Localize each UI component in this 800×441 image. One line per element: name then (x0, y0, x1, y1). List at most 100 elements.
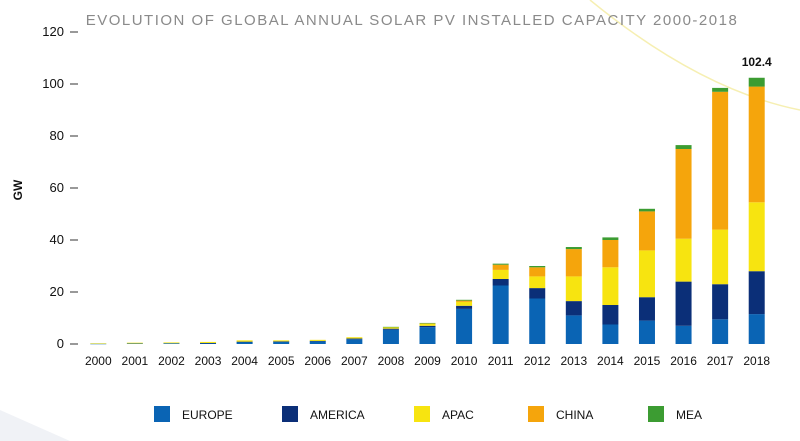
legend-swatch (154, 406, 170, 422)
y-axis: 0 20 40 60 80 100 120 (42, 24, 78, 351)
x-tick-label: 2017 (707, 354, 734, 368)
decorative-wedge (0, 410, 70, 441)
bar-america-2007 (346, 338, 363, 340)
bar-apac-2005 (273, 340, 290, 342)
bar-europe-2002 (163, 343, 180, 344)
bar-europe-2012 (529, 298, 546, 344)
bar-apac-2016 (675, 238, 692, 282)
legend-swatch (282, 406, 298, 422)
bar-apac-2001 (126, 342, 143, 344)
bar-mea-2016 (675, 145, 692, 149)
bar-america-2015 (638, 297, 655, 321)
bar-mea-2012 (529, 266, 546, 268)
bar-mea-2013 (565, 247, 582, 250)
legend-label: AMERICA (310, 408, 365, 422)
bar-apac-2009 (419, 323, 436, 326)
bars (90, 77, 765, 345)
legend-item-china: CHINA (528, 406, 593, 422)
bar-america-2011 (492, 279, 509, 286)
x-tick-label: 2000 (85, 354, 112, 368)
bar-apac-2015 (638, 250, 655, 298)
bar-america-2014 (602, 305, 619, 325)
bar-china-2018 (748, 86, 765, 203)
legend-swatch (648, 406, 664, 422)
bar-mea-2015 (638, 208, 655, 212)
bar-apac-2018 (748, 202, 765, 272)
bar-europe-2000 (90, 343, 107, 345)
bar-europe-2009 (419, 327, 436, 344)
bar-mea-2008 (382, 326, 399, 328)
x-tick-label: 2013 (560, 354, 587, 368)
x-tick-label: 2007 (341, 354, 368, 368)
x-tick-label: 2008 (378, 354, 405, 368)
bar-china-2012 (529, 267, 546, 277)
bar-apac-2004 (236, 340, 253, 342)
bar-america-2017 (712, 284, 729, 320)
x-tick-label: 2003 (195, 354, 222, 368)
bar-america-2009 (419, 325, 436, 328)
bar-europe-2001 (126, 343, 143, 344)
bar-america-2008 (382, 328, 399, 330)
bar-america-2013 (565, 301, 582, 316)
bar-china-2011 (492, 264, 509, 270)
bar-china-2015 (638, 211, 655, 251)
bar-america-2006 (309, 340, 326, 342)
bar-america-2004 (236, 341, 253, 343)
x-tick-label: 2018 (743, 354, 770, 368)
bar-europe-2010 (456, 308, 473, 344)
bar-europe-2003 (200, 343, 217, 344)
bar-america-2003 (200, 342, 217, 344)
bar-china-2009 (419, 323, 436, 324)
x-tick-label: 2002 (158, 354, 185, 368)
bar-apac-2011 (492, 269, 509, 279)
y-axis-label: GW (11, 179, 25, 200)
y-tick-label: 80 (50, 128, 64, 143)
bar-mea-2017 (712, 87, 729, 92)
total-label: 102.4 (742, 55, 772, 69)
bar-apac-2010 (456, 301, 473, 306)
bar-mea-2010 (456, 299, 473, 301)
bar-europe-2017 (712, 319, 729, 344)
legend: EUROPE AMERICA APAC CHINA MEA (154, 406, 702, 422)
bar-apac-2017 (712, 229, 729, 285)
bar-europe-2013 (565, 315, 582, 344)
bar-europe-2016 (675, 325, 692, 344)
bar-mea-2011 (492, 263, 509, 265)
bar-china-2016 (675, 149, 692, 239)
legend-swatch (414, 406, 430, 422)
bar-europe-2005 (273, 341, 290, 344)
legend-label: CHINA (556, 408, 593, 422)
bar-europe-2004 (236, 341, 253, 344)
x-tick-label: 2012 (524, 354, 551, 368)
annotations: 102.4 (742, 55, 772, 69)
bar-china-2014 (602, 240, 619, 268)
legend-item-america: AMERICA (282, 406, 365, 422)
legend-item-mea: MEA (648, 406, 702, 422)
bar-europe-2014 (602, 324, 619, 344)
bar-apac-2014 (602, 267, 619, 305)
x-tick-label: 2015 (634, 354, 661, 368)
bar-china-2013 (565, 249, 582, 277)
bar-america-2005 (273, 341, 290, 342)
bar-apac-2000 (90, 343, 107, 344)
legend-swatch (528, 406, 544, 422)
bar-america-2016 (675, 281, 692, 326)
chart-title: EVOLUTION OF GLOBAL ANNUAL SOLAR PV INST… (86, 12, 739, 29)
bar-europe-2015 (638, 320, 655, 344)
x-tick-label: 2006 (304, 354, 331, 368)
x-tick-label: 2004 (231, 354, 258, 368)
bar-europe-2008 (382, 329, 399, 344)
y-tick-label: 40 (50, 232, 64, 247)
y-tick-label: 120 (42, 24, 64, 39)
legend-item-europe: EUROPE (154, 406, 233, 422)
x-tick-label: 2014 (597, 354, 624, 368)
bar-china-2010 (456, 300, 473, 302)
x-axis: 2000 2001 2002 2003 2004 2005 2006 2007 2008 2009… (85, 354, 770, 368)
bar-apac-2002 (163, 342, 180, 344)
y-tick-label: 0 (57, 336, 64, 351)
y-tick-label: 60 (50, 180, 64, 195)
bar-mea-2009 (419, 322, 436, 324)
bar-apac-2013 (565, 276, 582, 302)
bar-mea-2018 (748, 77, 765, 87)
x-tick-label: 2010 (451, 354, 478, 368)
